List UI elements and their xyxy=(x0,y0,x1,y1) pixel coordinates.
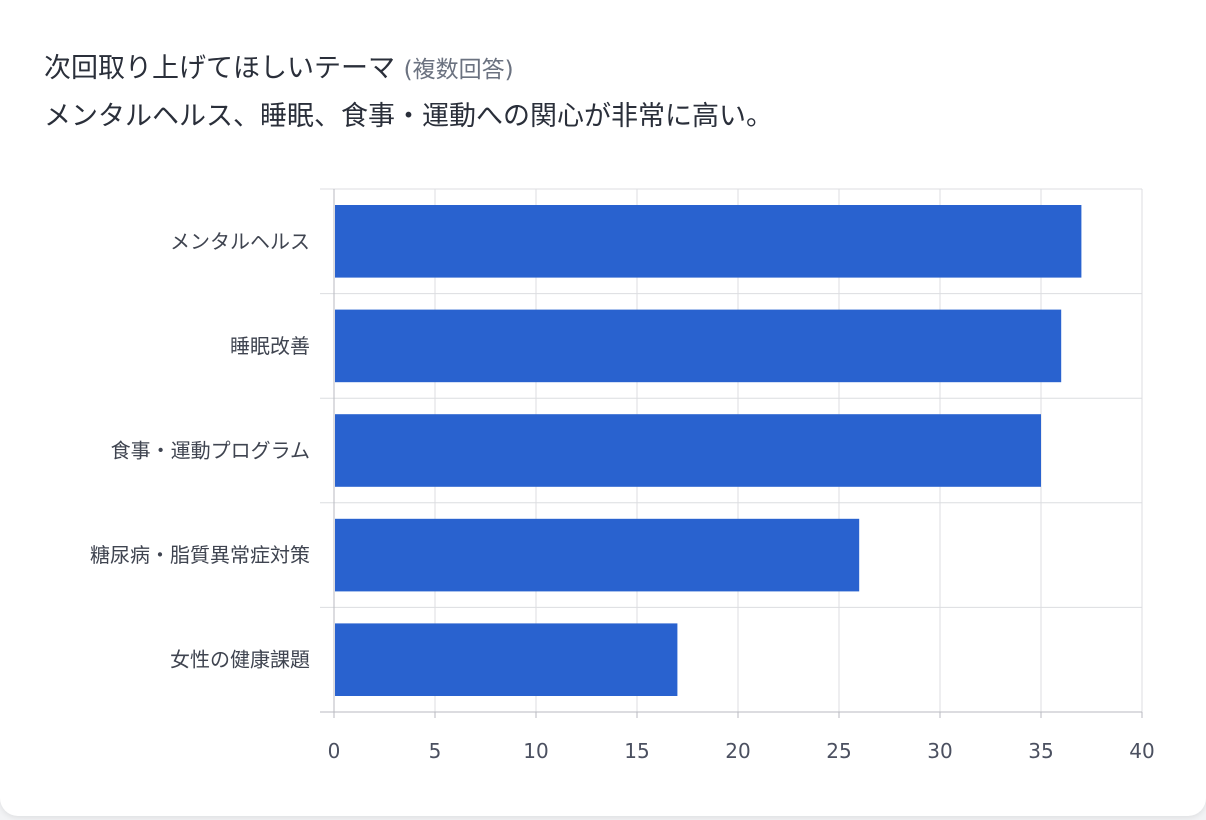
bar xyxy=(335,205,1082,278)
x-tick-label: 25 xyxy=(826,739,851,763)
bar xyxy=(335,623,678,696)
bar xyxy=(335,309,1062,383)
bar xyxy=(335,518,860,592)
x-tick-label: 35 xyxy=(1028,739,1053,763)
x-tick-label: 0 xyxy=(328,739,341,763)
x-tick-label: 10 xyxy=(523,739,548,763)
category-label: 女性の健康課題 xyxy=(170,648,310,672)
category-label: 食事・運動プログラム xyxy=(111,439,310,463)
category-label: 睡眠改善 xyxy=(230,334,310,358)
x-tick-label: 40 xyxy=(1129,739,1154,763)
x-tick-label: 20 xyxy=(725,739,750,763)
x-tick-label: 30 xyxy=(927,739,952,763)
chart-subtitle: メンタルヘルス、睡眠、食事・運動への関心が非常に高い。 xyxy=(44,101,773,132)
bar xyxy=(335,414,1041,487)
category-label: メンタルヘルス xyxy=(170,229,310,253)
category-label: 糖尿病・脂質異常症対策 xyxy=(90,543,310,567)
chart-title-note: (複数回答) xyxy=(403,57,514,83)
chart-title-text: 次回取り上げてほしいテーマ xyxy=(44,53,395,84)
x-tick-label: 5 xyxy=(429,739,442,763)
chart-title: 次回取り上げてほしいテーマ (複数回答) xyxy=(44,52,514,87)
x-tick-label: 15 xyxy=(624,739,649,763)
